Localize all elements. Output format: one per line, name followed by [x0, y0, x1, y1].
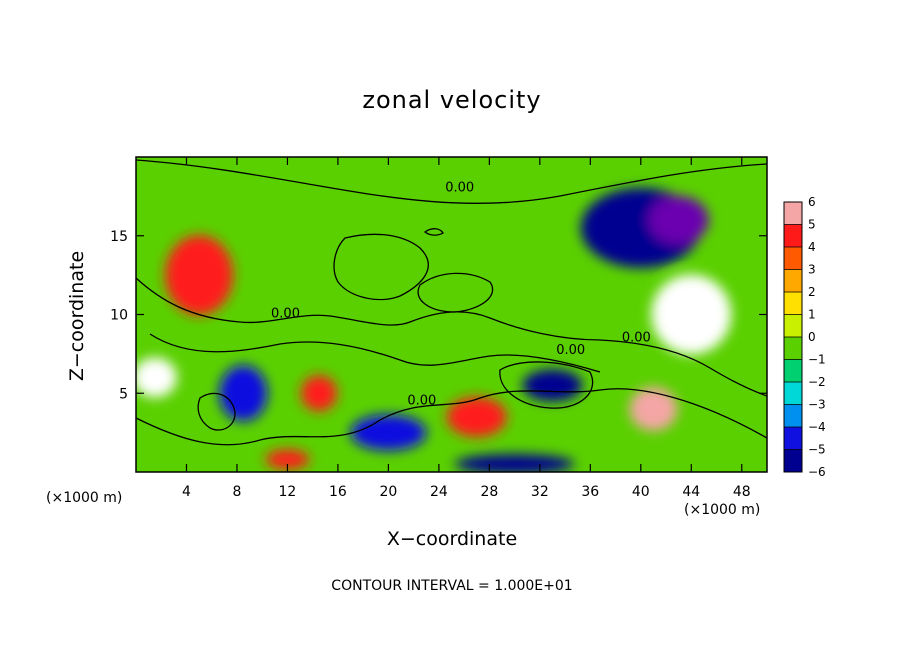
- zero-contours: [136, 159, 767, 446]
- field-feature: [165, 235, 234, 316]
- y-tick-label: 5: [119, 386, 128, 402]
- chart-title: zonal velocity: [362, 86, 542, 114]
- x-tick-label: 8: [232, 484, 241, 500]
- colorbar-label: 6: [808, 195, 816, 209]
- field-feature: [629, 387, 678, 431]
- field-feature: [273, 211, 454, 292]
- colorbar-swatch: [784, 337, 802, 360]
- colorbar-swatch: [784, 404, 802, 428]
- colorbar-label: 5: [808, 218, 816, 232]
- field-feature: [136, 357, 177, 398]
- x-tick-label: 40: [632, 484, 650, 500]
- colorbar-swatch: [784, 359, 802, 383]
- field-feature: [522, 369, 583, 402]
- x-axis-title: X−coordinate: [386, 528, 518, 550]
- zero-contour-line: [499, 361, 594, 409]
- contour-label: 0.00: [556, 343, 585, 358]
- colorbar-label: 2: [808, 285, 816, 299]
- field-feature: [651, 274, 732, 355]
- colorbar-label: −1: [808, 353, 826, 367]
- contour-label: 0.00: [407, 393, 436, 408]
- colorbar-label: −6: [808, 465, 826, 479]
- x-tick-label: 36: [581, 484, 599, 500]
- zero-contour-line: [423, 228, 444, 236]
- colorbar-swatch: [784, 292, 802, 315]
- zero-contour-line: [333, 233, 429, 301]
- field-feature: [265, 449, 310, 470]
- y-tick-label: 15: [110, 229, 128, 245]
- x-scale-label-left: (×1000 m): [46, 490, 123, 506]
- zero-contour-line: [417, 272, 494, 313]
- field-feature: [350, 414, 427, 451]
- zero-contour-line: [136, 159, 767, 205]
- colorbar-swatch: [784, 314, 802, 338]
- colorbar-label: −5: [808, 443, 826, 457]
- colorbar-swatch: [784, 382, 802, 405]
- colorbar-label: 1: [808, 308, 816, 322]
- field-feature: [648, 196, 709, 244]
- x-tick-label: 48: [733, 484, 751, 500]
- y-axis-ticks: 5 10 15: [110, 229, 767, 402]
- colorbar-label: 3: [808, 263, 816, 277]
- colorbar-label: −4: [808, 420, 826, 434]
- x-tick-label: 16: [329, 484, 347, 500]
- zero-contour-line: [136, 388, 767, 446]
- field-features: [136, 187, 732, 472]
- x-tick-label: 4: [182, 484, 191, 500]
- x-tick-label: 32: [531, 484, 549, 500]
- x-tick-label: 28: [480, 484, 498, 500]
- x-tick-label: 44: [682, 484, 700, 500]
- colorbar: 6 5 4 3 2 1 0 −1 −2 −3 −4 −5 −6: [783, 195, 826, 479]
- x-tick-label: 20: [379, 484, 397, 500]
- field-feature: [454, 454, 575, 472]
- contour-interval-note: CONTOUR INTERVAL = 1.000E+01: [331, 578, 573, 594]
- colorbar-swatch: [784, 247, 802, 270]
- colorbar-swatch: [784, 224, 802, 248]
- field-feature: [446, 396, 507, 437]
- colorbar-label: 4: [808, 240, 816, 254]
- contour-label: 0.00: [271, 307, 300, 322]
- colorbar-label: −3: [808, 398, 826, 412]
- zero-contour-line: [136, 277, 767, 397]
- x-tick-label: 12: [279, 484, 297, 500]
- field-feature: [300, 375, 337, 412]
- contour-labels: 0.00 0.00 0.00 0.00 0.00: [271, 181, 651, 409]
- colorbar-swatch: [784, 269, 802, 293]
- colorbar-swatch: [784, 202, 802, 225]
- contour-label: 0.00: [445, 181, 474, 196]
- colorbar-label: −2: [808, 375, 826, 389]
- x-axis-ticks: 4 8 12 16 20 24 28 32 36 40 44 48: [182, 157, 751, 500]
- x-scale-label-right: (×1000 m): [684, 502, 761, 518]
- velocity-field: [136, 157, 767, 472]
- zero-contour-line: [197, 392, 236, 431]
- colorbar-swatch: [784, 449, 802, 473]
- y-tick-label: 10: [110, 308, 128, 324]
- colorbar-swatch: [784, 427, 802, 450]
- x-tick-label: 24: [430, 484, 448, 500]
- contour-label: 0.00: [622, 330, 651, 345]
- colorbar-label: 0: [808, 330, 816, 344]
- field-feature: [219, 365, 268, 422]
- zero-contour-line: [149, 333, 601, 373]
